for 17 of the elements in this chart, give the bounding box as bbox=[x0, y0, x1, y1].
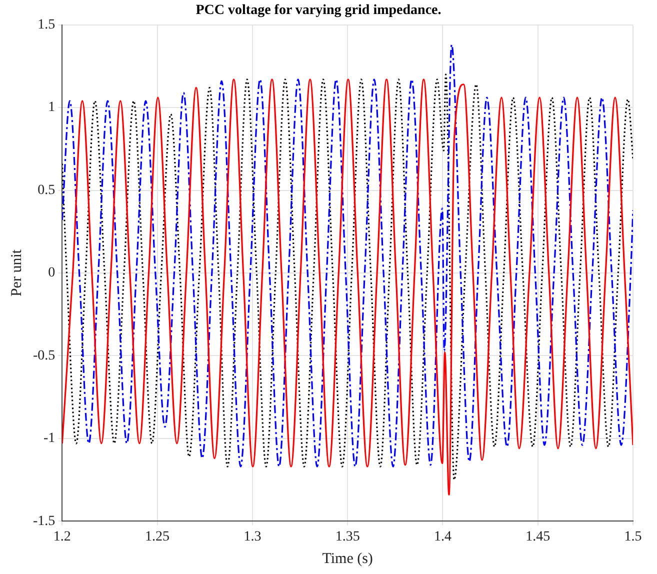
x-tick-label: 1.35 bbox=[335, 529, 360, 544]
y-tick-label: 0 bbox=[48, 266, 56, 281]
y-tick-label: -1 bbox=[43, 431, 56, 446]
x-axis-title: Time (s) bbox=[322, 550, 373, 567]
y-tick-label: -1.5 bbox=[32, 514, 56, 529]
y-tick-label: 1.5 bbox=[38, 17, 56, 32]
chart-title: PCC voltage for varying grid impedance. bbox=[196, 3, 442, 18]
x-tick-label: 1.45 bbox=[526, 529, 550, 544]
x-tick-label: 1.25 bbox=[145, 529, 170, 544]
x-tick-label: 1.5 bbox=[624, 529, 642, 544]
y-tick-label: 1 bbox=[48, 100, 56, 116]
x-tick-label: 1.4 bbox=[434, 529, 452, 544]
x-tick-label: 1.2 bbox=[53, 529, 71, 544]
y-axis-title: Per unit bbox=[8, 248, 25, 297]
x-tick-label: 1.3 bbox=[244, 529, 262, 544]
y-tick-label: -0.5 bbox=[32, 348, 56, 364]
y-tick-label: 0.5 bbox=[38, 182, 56, 198]
